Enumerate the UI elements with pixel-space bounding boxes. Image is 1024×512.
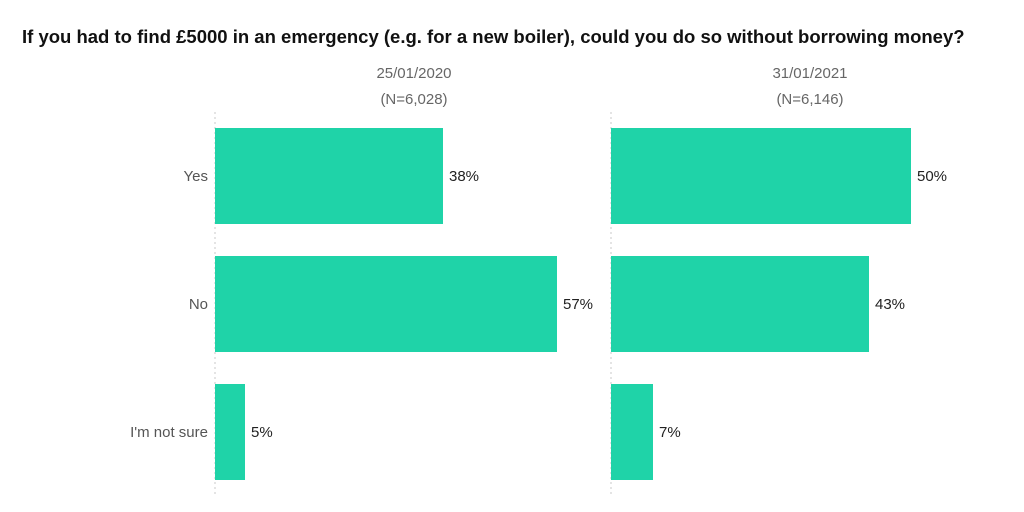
panel-sample-2: (N=6,146) bbox=[776, 91, 843, 108]
panel-sample-1: (N=6,028) bbox=[380, 91, 447, 108]
value-label-1-2: 57% bbox=[563, 296, 593, 313]
value-label-1-3: 5% bbox=[251, 424, 273, 441]
category-label-2: No bbox=[189, 296, 208, 313]
value-label-1-1: 38% bbox=[449, 168, 479, 185]
panel-date-2: 31/01/2021 bbox=[772, 65, 847, 82]
value-label-2-2: 43% bbox=[875, 296, 905, 313]
value-label-2-1: 50% bbox=[917, 168, 947, 185]
bar-2-3 bbox=[611, 384, 653, 480]
bar-1-3 bbox=[215, 384, 245, 480]
bar-2-2 bbox=[611, 256, 869, 352]
chart-title: If you had to find £5000 in an emergency… bbox=[22, 26, 965, 47]
bar-1-1 bbox=[215, 128, 443, 224]
category-label-3: I'm not sure bbox=[130, 424, 208, 441]
panel-date-1: 25/01/2020 bbox=[376, 65, 451, 82]
value-label-2-3: 7% bbox=[659, 424, 681, 441]
category-label-1: Yes bbox=[184, 168, 208, 185]
bar-2-1 bbox=[611, 128, 911, 224]
bar-1-2 bbox=[215, 256, 557, 352]
